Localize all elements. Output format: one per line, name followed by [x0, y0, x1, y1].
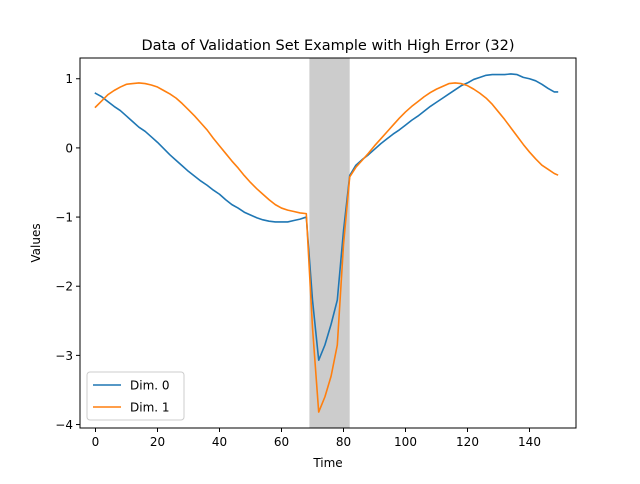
x-tick-label: 100 [394, 435, 417, 449]
y-axis-ticks: 1 0 −1 −2 −3 −4 [55, 72, 80, 432]
series-line-dim-0 [94, 73, 559, 362]
x-tick-label: 60 [274, 435, 289, 449]
y-axis-label: Values [29, 223, 43, 262]
x-tick-label: 120 [456, 435, 479, 449]
legend-label-dim-1: Dim. 1 [130, 401, 170, 415]
y-tick-label: −4 [55, 418, 73, 432]
y-tick-label: −1 [55, 211, 73, 225]
legend: Dim. 0 Dim. 1 [86, 371, 185, 421]
x-tick-label: 0 [92, 435, 100, 449]
x-tick-label: 20 [150, 435, 165, 449]
legend-box [86, 371, 185, 421]
legend-label-dim-0: Dim. 0 [130, 379, 170, 393]
x-tick-label: 140 [518, 435, 541, 449]
y-tick-label: 0 [65, 141, 73, 155]
axes-frame [79, 57, 577, 429]
y-tick-label: −3 [55, 349, 73, 363]
series-layer [94, 73, 559, 413]
chart-title: Data of Validation Set Example with High… [142, 38, 515, 54]
x-axis-ticks: 0 20 40 60 80 100 120 140 [92, 428, 541, 449]
x-tick-label: 40 [212, 435, 227, 449]
x-axis-label: Time [312, 456, 342, 470]
y-tick-label: −2 [55, 280, 73, 294]
y-tick-label: 1 [65, 72, 73, 86]
series-line-dim-1 [94, 82, 559, 413]
x-tick-label: 80 [336, 435, 351, 449]
